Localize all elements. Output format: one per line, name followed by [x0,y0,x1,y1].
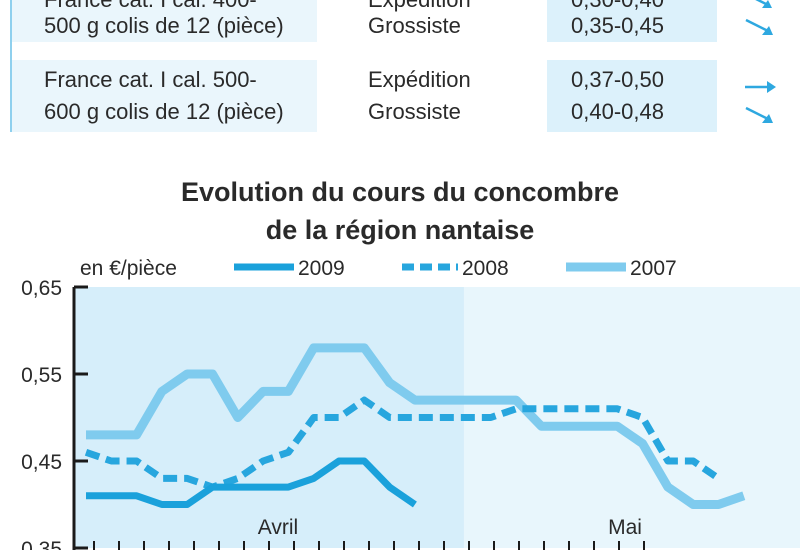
y-axis-label: en €/pièce [80,257,177,280]
row2-price2: 0,40-0,48 [571,99,664,124]
row-separator [12,42,800,60]
row2-product-line1: France cat. I cal. 500- [44,67,257,92]
arrow-down-right-icon [745,18,773,35]
row1-product-line1: France cat. I cal. 400- [44,0,257,16]
month-label-avril: Avril [258,516,298,539]
price-table: France cat. I cal. 400- 500 g colis de 1… [0,0,800,138]
chart-title-line2: de la région nantaise [265,215,535,245]
row2-stage2: Grossiste [368,99,461,124]
arrow-right-icon [745,81,776,93]
series-line-2008 [84,396,721,491]
y-tick-label: 0,55 [21,364,62,387]
row2-product-line2: 600 g colis de 12 (pièce) [44,99,284,124]
y-tick-label: 0,45 [21,451,62,474]
price-column-background [547,0,717,132]
row2-stage1: Expédition [368,67,471,92]
row1-product-line2: 500 g colis de 12 (pièce) [44,13,284,38]
row1-price2: 0,35-0,45 [571,13,664,38]
legend-label-2008: 2008 [462,257,509,280]
series-line-2007 [86,343,746,509]
series-line-2009 [86,457,417,508]
y-tick-label: 0,65 [21,277,62,300]
row2-price1: 0,37-0,50 [571,67,664,92]
arrow-down-right-icon [755,0,772,8]
table-left-border [10,0,12,132]
row1-stage1: Expédition [368,0,471,16]
product-column-background [12,0,317,132]
row1-stage2: Grossiste [368,13,461,38]
legend-label-2009: 2009 [298,257,345,280]
row1-price1: 0,30-0,40 [571,0,664,16]
legend-label-2007: 2007 [630,257,677,280]
month-label-mai: Mai [608,516,642,539]
arrow-down-right-icon [745,106,773,123]
y-tick-label: 0,35 [21,538,62,550]
chart-title-line1: Evolution du cours du concombre [180,177,620,207]
